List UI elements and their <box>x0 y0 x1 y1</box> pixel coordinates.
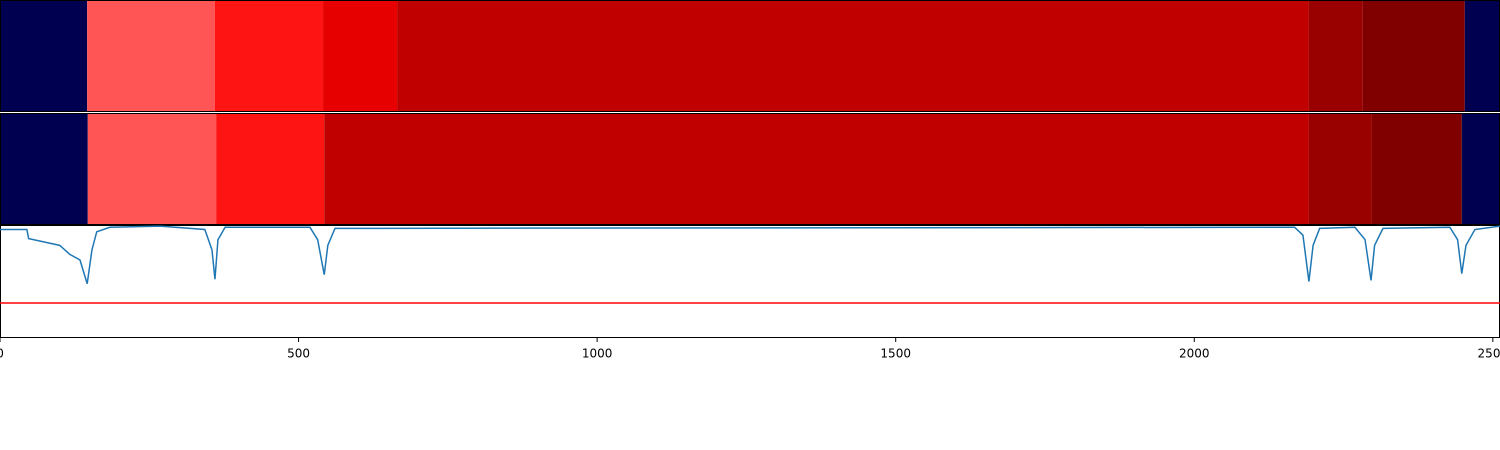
segment <box>87 113 217 225</box>
segment <box>397 0 1309 112</box>
x-tick-label: 2000 <box>1179 347 1210 361</box>
x-tick-label: 0 <box>0 347 4 361</box>
segment <box>324 113 1309 225</box>
x-tick-label: 1500 <box>880 347 911 361</box>
segment <box>214 0 324 112</box>
segment <box>1308 0 1363 112</box>
line-frame <box>0 225 1500 338</box>
segment <box>1308 113 1372 225</box>
segment <box>323 0 398 112</box>
segment <box>1461 113 1500 225</box>
segment <box>87 0 215 112</box>
segment <box>1362 0 1465 112</box>
segment <box>1371 113 1462 225</box>
segment <box>216 113 325 225</box>
segment <box>0 113 88 225</box>
segment <box>0 0 88 112</box>
x-tick-label: 500 <box>287 347 310 361</box>
signal-line <box>0 225 1500 284</box>
x-tick-label: 1000 <box>582 347 613 361</box>
x-tick-label: 2500 <box>1478 347 1500 361</box>
segment <box>1464 0 1500 112</box>
